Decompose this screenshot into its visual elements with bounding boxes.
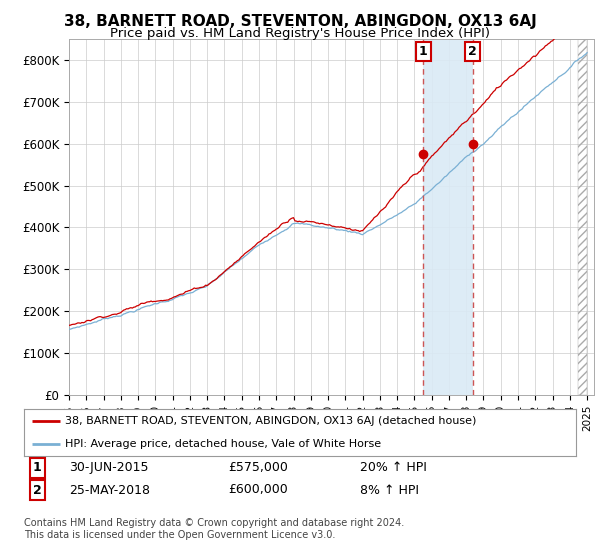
Text: £575,000: £575,000 [228, 461, 288, 474]
Bar [423, 39, 473, 395]
Text: 2: 2 [468, 45, 477, 58]
Text: 38, BARNETT ROAD, STEVENTON, ABINGDON, OX13 6AJ: 38, BARNETT ROAD, STEVENTON, ABINGDON, O… [64, 14, 536, 29]
Text: 1: 1 [419, 45, 427, 58]
Text: 2: 2 [33, 483, 42, 497]
Text: 25-MAY-2018: 25-MAY-2018 [69, 483, 150, 497]
Text: 1: 1 [33, 461, 42, 474]
Text: £600,000: £600,000 [228, 483, 288, 497]
Text: 8% ↑ HPI: 8% ↑ HPI [360, 483, 419, 497]
Text: 38, BARNETT ROAD, STEVENTON, ABINGDON, OX13 6AJ (detached house): 38, BARNETT ROAD, STEVENTON, ABINGDON, O… [65, 416, 477, 426]
Text: Contains HM Land Registry data © Crown copyright and database right 2024.
This d: Contains HM Land Registry data © Crown c… [24, 518, 404, 540]
Text: HPI: Average price, detached house, Vale of White Horse: HPI: Average price, detached house, Vale… [65, 439, 382, 449]
Text: 30-JUN-2015: 30-JUN-2015 [69, 461, 149, 474]
Text: Price paid vs. HM Land Registry's House Price Index (HPI): Price paid vs. HM Land Registry's House … [110, 27, 490, 40]
Text: 20% ↑ HPI: 20% ↑ HPI [360, 461, 427, 474]
